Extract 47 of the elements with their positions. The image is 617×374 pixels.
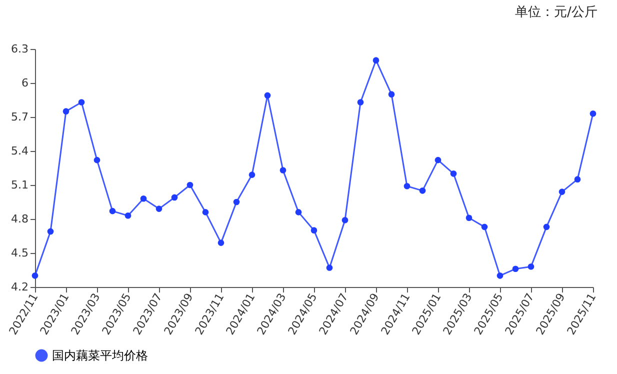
point [543, 224, 550, 230]
point [310, 227, 318, 234]
point [357, 99, 364, 106]
point [94, 156, 100, 164]
y-tick-label: 5.7 [11, 110, 28, 124]
point [450, 170, 457, 177]
point [32, 272, 38, 279]
point [434, 156, 442, 164]
point [264, 92, 271, 99]
point [481, 224, 488, 230]
legend-label: 国内藕菜平均价格 [52, 348, 148, 362]
y-tick-label: 4.5 [11, 246, 28, 260]
point [372, 57, 380, 64]
point [202, 209, 209, 216]
point [419, 188, 426, 194]
point [156, 206, 162, 212]
point [326, 264, 333, 271]
y-tick-label: 5.1 [11, 178, 28, 192]
y-tick-label: 4.8 [11, 212, 28, 226]
point [590, 110, 596, 117]
point [528, 263, 534, 270]
point [171, 194, 178, 201]
y-tick-label: 5.4 [11, 144, 28, 158]
point [218, 240, 224, 246]
point [574, 176, 581, 182]
point [47, 228, 54, 235]
point [496, 272, 504, 279]
text: 单位：元/公斤 [514, 5, 598, 20]
point [558, 188, 566, 195]
point [124, 212, 132, 219]
point [466, 214, 472, 222]
y-tick-label: 6.3 [11, 42, 28, 56]
point [342, 216, 348, 224]
point [62, 108, 70, 114]
point [280, 167, 286, 174]
point [295, 209, 302, 216]
point [109, 208, 116, 214]
y-tick-label: 4.2 [11, 280, 28, 294]
point [248, 172, 256, 178]
point [233, 198, 240, 206]
point [78, 99, 85, 106]
point [388, 91, 395, 98]
y-tick-label: 6 [22, 76, 28, 90]
point [512, 266, 519, 272]
point [404, 182, 410, 190]
point [140, 195, 147, 202]
point [186, 182, 194, 188]
